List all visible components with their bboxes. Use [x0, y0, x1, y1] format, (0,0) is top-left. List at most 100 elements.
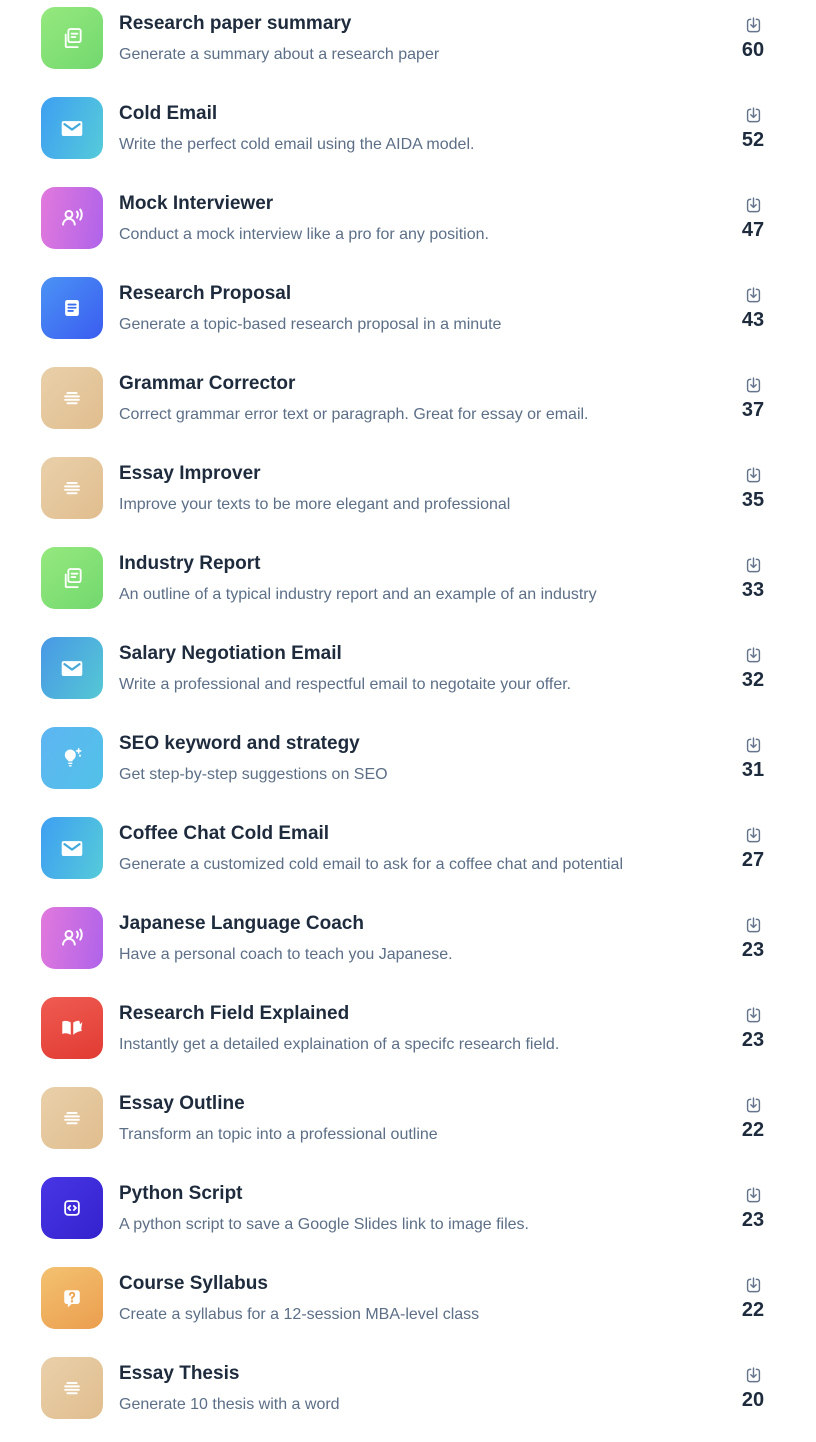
- prompt-list-item[interactable]: Essay Outline Transform an topic into a …: [0, 1080, 816, 1170]
- download-icon: [746, 1187, 760, 1203]
- prompt-description: Conduct a mock interview like a pro for …: [119, 225, 489, 243]
- prompt-title: Salary Negotiation Email: [119, 642, 342, 664]
- prompt-description: Generate a customized cold email to ask …: [119, 855, 623, 873]
- text-lines-icon: [41, 367, 103, 429]
- download-count: 37: [741, 399, 765, 421]
- lightbulb-icon: [64, 748, 82, 767]
- download-icon: [746, 1097, 760, 1113]
- prompt-title: Python Script: [119, 1182, 243, 1204]
- text-lines-icon: [41, 1357, 103, 1419]
- summary-document-icon: [64, 568, 82, 589]
- prompt-list-item[interactable]: Course Syllabus Create a syllabus for a …: [0, 1260, 816, 1350]
- open-book-icon: [41, 997, 103, 1059]
- prompt-list-item[interactable]: Python Script A python script to save a …: [0, 1170, 816, 1260]
- prompt-list-item[interactable]: Coffee Chat Cold Email Generate a custom…: [0, 810, 816, 900]
- download-stat: 47: [727, 195, 779, 241]
- download-stat: 23: [727, 1005, 779, 1051]
- prompt-list-item[interactable]: Research Field Explained Instantly get a…: [0, 990, 816, 1080]
- download-stat: 37: [727, 375, 779, 421]
- download-count: 32: [741, 669, 765, 691]
- voice-coach-icon: [62, 928, 83, 946]
- download-count: 43: [741, 309, 765, 331]
- prompt-title: Course Syllabus: [119, 1272, 268, 1294]
- download-icon: [746, 287, 760, 303]
- prompt-title: Research paper summary: [119, 12, 352, 34]
- voice-coach-icon: [62, 208, 83, 226]
- download-icon: [746, 107, 760, 123]
- download-count: 60: [741, 39, 765, 61]
- download-count: 31: [741, 759, 765, 781]
- envelope-icon: [41, 637, 103, 699]
- download-stat: 33: [727, 555, 779, 601]
- prompt-title: Research Proposal: [119, 282, 292, 304]
- prompt-title: Industry Report: [119, 552, 261, 574]
- download-count: 20: [741, 1389, 765, 1411]
- prompt-list-item[interactable]: Salary Negotiation Email Write a profess…: [0, 630, 816, 720]
- prompt-description: Generate a summary about a research pape…: [119, 45, 440, 63]
- prompt-list-item[interactable]: Essay Improver Improve your texts to be …: [0, 450, 816, 540]
- download-stat: 32: [727, 645, 779, 691]
- voice-coach-icon: [41, 907, 103, 969]
- prompt-title: Grammar Corrector: [119, 372, 296, 394]
- code-icon: [41, 1177, 103, 1239]
- download-icon: [746, 17, 760, 33]
- download-icon: [746, 467, 760, 483]
- prompt-description: Improve your texts to be more elegant an…: [119, 495, 511, 513]
- download-stat: 23: [727, 915, 779, 961]
- prompt-description: Get step-by-step suggestions on SEO: [119, 765, 388, 783]
- prompt-list-item[interactable]: Essay Thesis Generate 10 thesis with a w…: [0, 1350, 816, 1440]
- question-bubble-icon: [41, 1267, 103, 1329]
- prompt-title: Coffee Chat Cold Email: [119, 822, 330, 844]
- download-icon: [746, 197, 760, 213]
- download-count: 27: [741, 849, 765, 871]
- prompt-list-item[interactable]: Research paper summary Generate a summar…: [0, 0, 816, 90]
- download-icon: [746, 1367, 760, 1383]
- download-stat: 31: [727, 735, 779, 781]
- prompt-description: Generate a topic-based research proposal…: [119, 315, 502, 333]
- download-stat: 23: [727, 1185, 779, 1231]
- download-count: 23: [741, 939, 765, 961]
- question-bubble-icon: [64, 1290, 80, 1308]
- prompt-description: A python script to save a Google Slides …: [119, 1215, 529, 1233]
- download-stat: 52: [727, 105, 779, 151]
- envelope-icon: [61, 841, 83, 856]
- prompt-title: Essay Improver: [119, 462, 261, 484]
- text-lines-icon: [64, 1382, 80, 1395]
- envelope-icon: [41, 817, 103, 879]
- document-icon: [65, 300, 79, 316]
- prompt-list-item[interactable]: SEO keyword and strategy Get step-by-ste…: [0, 720, 816, 810]
- envelope-icon: [61, 661, 83, 676]
- summary-document-icon: [41, 547, 103, 609]
- prompt-list-item[interactable]: Japanese Language Coach Have a personal …: [0, 900, 816, 990]
- prompt-title: Essay Outline: [119, 1092, 245, 1114]
- prompt-list-item[interactable]: Research Proposal Generate a topic-based…: [0, 270, 816, 360]
- prompt-list-item[interactable]: Cold Email Write the perfect cold email …: [0, 90, 816, 180]
- download-icon: [746, 827, 760, 843]
- download-count: 47: [741, 219, 765, 241]
- text-lines-icon: [64, 482, 80, 495]
- download-stat: 22: [727, 1095, 779, 1141]
- text-lines-icon: [41, 457, 103, 519]
- download-count: 33: [741, 579, 765, 601]
- open-book-icon: [62, 1020, 83, 1035]
- download-stat: 60: [727, 15, 779, 61]
- summary-document-icon: [64, 28, 82, 49]
- download-icon: [746, 1277, 760, 1293]
- download-stat: 35: [727, 465, 779, 511]
- voice-coach-icon: [41, 187, 103, 249]
- prompt-list-item[interactable]: Industry Report An outline of a typical …: [0, 540, 816, 630]
- download-count: 23: [741, 1209, 765, 1231]
- document-icon: [41, 277, 103, 339]
- prompt-description: Correct grammar error text or paragraph.…: [119, 405, 589, 423]
- download-icon: [746, 1007, 760, 1023]
- download-count: 35: [741, 489, 765, 511]
- text-lines-icon: [64, 1112, 80, 1125]
- prompt-title: Essay Thesis: [119, 1362, 240, 1384]
- prompt-title: Cold Email: [119, 102, 218, 124]
- download-stat: 22: [727, 1275, 779, 1321]
- prompt-list-item[interactable]: Mock Interviewer Conduct a mock intervie…: [0, 180, 816, 270]
- prompt-title: SEO keyword and strategy: [119, 732, 360, 754]
- text-lines-icon: [41, 1087, 103, 1149]
- prompt-list-item[interactable]: Grammar Corrector Correct grammar error …: [0, 360, 816, 450]
- download-icon: [746, 377, 760, 393]
